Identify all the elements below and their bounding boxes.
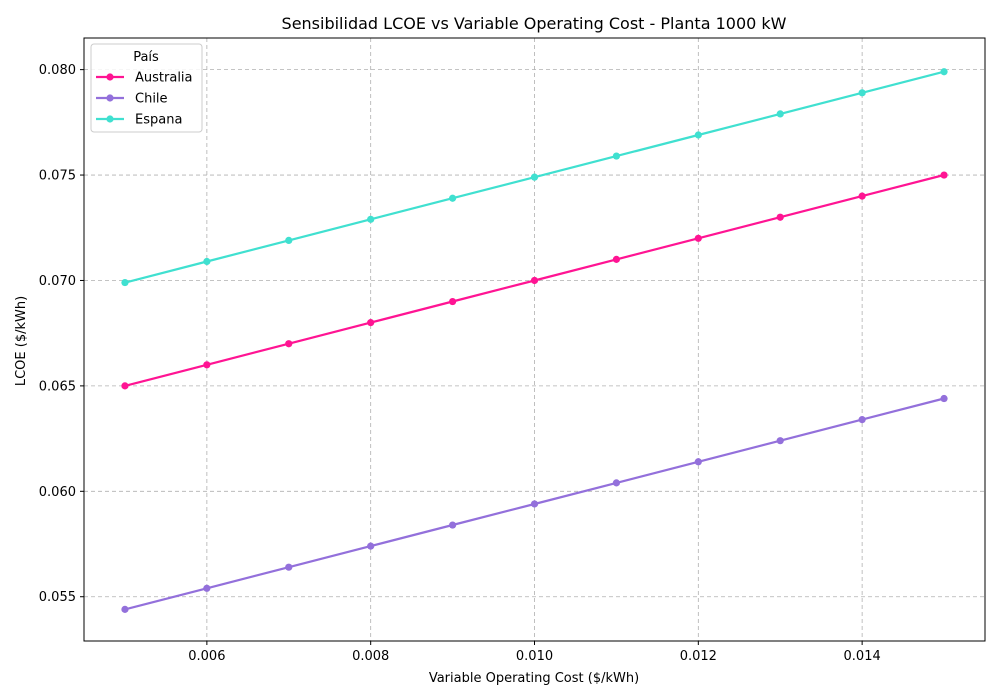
- data-point-chile: [121, 605, 129, 613]
- data-point-australia: [448, 297, 457, 306]
- data-point-espana: [858, 89, 866, 97]
- data-point-chile: [858, 416, 866, 424]
- legend-marker-chile: [106, 94, 114, 102]
- data-point-espana: [285, 236, 293, 245]
- x-tick-label: 0.010: [516, 649, 553, 664]
- data-point-espana: [776, 110, 784, 118]
- data-point-chile: [448, 521, 457, 529]
- data-point-espana: [940, 68, 948, 76]
- data-point-australia: [285, 340, 293, 348]
- legend-marker-espana: [106, 115, 114, 123]
- x-tick-label: 0.012: [680, 649, 717, 664]
- data-point-espana: [530, 173, 539, 181]
- data-point-australia: [940, 171, 948, 179]
- y-axis-label: LCOE ($/kWh): [14, 296, 29, 386]
- x-tick-label: 0.006: [188, 649, 225, 664]
- data-point-australia: [530, 276, 539, 285]
- y-tick-label: 0.075: [39, 169, 76, 184]
- tick-layer: 0.006 0.008 0.010 0.012 0.014 0.055 0.060 0.065…: [39, 63, 881, 664]
- data-point-chile: [940, 394, 948, 403]
- data-point-australia: [612, 255, 621, 263]
- legend-label-chile: Chile: [135, 92, 168, 107]
- y-tick-label: 0.055: [39, 590, 76, 605]
- data-point-chile: [285, 563, 293, 571]
- chart-title: Sensibilidad LCOE vs Variable Operating …: [282, 14, 787, 33]
- x-axis-label: Variable Operating Cost ($/kWh): [429, 671, 639, 686]
- data-point-australia: [776, 213, 784, 221]
- data-point-australia: [367, 319, 375, 327]
- data-point-australia: [203, 361, 211, 369]
- x-tick-label: 0.008: [352, 649, 389, 664]
- y-tick-label: 0.070: [39, 274, 76, 289]
- data-point-espana: [203, 257, 211, 266]
- data-point-espana: [612, 152, 621, 160]
- data-point-chile: [530, 500, 539, 508]
- data-point-australia: [121, 382, 129, 390]
- data-point-chile: [776, 437, 784, 445]
- legend-label-espana: Espana: [135, 113, 182, 128]
- data-point-espana: [121, 278, 129, 287]
- series-layer: [121, 68, 948, 613]
- data-point-australia: [694, 234, 702, 242]
- data-point-espana: [448, 194, 457, 202]
- y-tick-label: 0.060: [39, 485, 76, 500]
- legend-box: [90, 43, 203, 133]
- data-point-australia: [858, 192, 866, 200]
- data-point-chile: [612, 479, 621, 487]
- y-tick-label: 0.080: [39, 63, 76, 78]
- legend: País Australia Chile Espana: [90, 43, 203, 133]
- legend-title: País: [133, 50, 159, 65]
- data-point-chile: [694, 458, 702, 466]
- data-point-espana: [367, 215, 375, 223]
- data-point-espana: [694, 131, 702, 139]
- data-point-chile: [203, 584, 211, 592]
- legend-marker-australia: [106, 73, 114, 81]
- y-tick-label: 0.065: [39, 379, 76, 394]
- data-point-chile: [367, 542, 375, 550]
- legend-label-australia: Australia: [135, 71, 193, 86]
- x-tick-label: 0.014: [844, 649, 881, 664]
